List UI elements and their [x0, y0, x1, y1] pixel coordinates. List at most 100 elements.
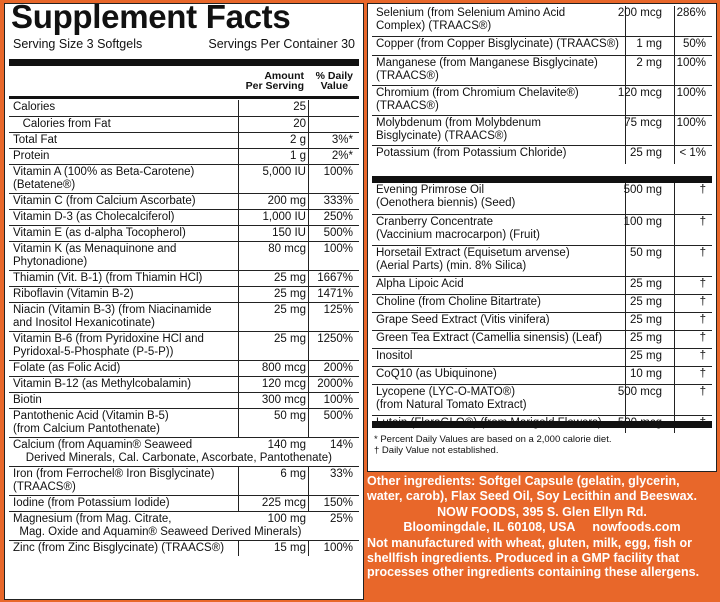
- nutrient-row: Riboflavin (Vitamin B-2) 25 mg 1471%: [9, 286, 359, 302]
- nutrient-row: Thiamin (Vit. B-1) (from Thiamin HCl) 25 …: [9, 270, 359, 286]
- nutrient-row: Magnesium (from Mag. Citrate, Mag. Oxide…: [9, 511, 359, 540]
- nutrient-name: Horsetail Extract (Equisetum arvense) (A…: [376, 247, 570, 272]
- dv-header-line1: % Daily: [315, 70, 353, 82]
- column-divider: [238, 149, 239, 164]
- column-divider: [308, 149, 309, 164]
- nutrient-row: Inositol 25 mg †: [372, 348, 712, 366]
- nutrient-name: Copper (from Copper Bisglycinate) (TRAAC…: [376, 38, 620, 50]
- nutrient-amount: 150 IU: [272, 227, 306, 239]
- nutrient-daily-value: †: [699, 314, 706, 326]
- nutrient-name: Calories from Fat: [13, 118, 111, 130]
- column-divider: [238, 393, 239, 408]
- column-divider: [238, 332, 239, 360]
- column-divider: [238, 496, 239, 511]
- column-divider: [308, 287, 309, 302]
- column-divider: [674, 277, 675, 294]
- nutrient-name: Lycopene (LYC-O-MATO®) (from Natural Tom…: [376, 386, 527, 411]
- nutrient-name: Vitamin A (100% as Beta-Carotene) (Betat…: [13, 166, 195, 191]
- nutrient-amount: 80 mcg: [268, 243, 306, 255]
- nutrient-row: Vitamin A (100% as Beta-Carotene) (Betat…: [9, 164, 359, 193]
- right-mineral-table: Selenium (from Selenium Amino Acid Compl…: [372, 6, 712, 164]
- nutrient-name: Vitamin B-12 (as Methylcobalamin): [13, 378, 192, 390]
- nutrient-row: Vitamin C (from Calcium Ascorbate) 200 mg…: [9, 193, 359, 209]
- column-divider: [625, 6, 626, 36]
- thick-divider-3: [372, 421, 712, 428]
- nutrient-daily-value: 1667%: [317, 272, 353, 284]
- nutrient-daily-value: †: [699, 184, 706, 196]
- nutrient-row: Pantothenic Acid (Vitamin B-5) (from Cal…: [9, 408, 359, 437]
- nutrient-name: Iron (from Ferrochel® Iron Bisglycinate)…: [13, 468, 215, 493]
- column-divider: [625, 183, 626, 214]
- column-divider: [625, 295, 626, 312]
- nutrient-row: Vitamin D-3 (as Cholecalciferol) 1,000 IU…: [9, 209, 359, 225]
- column-divider: [674, 116, 675, 145]
- column-divider: [625, 56, 626, 85]
- nutrient-amount: 120 mcg: [261, 378, 306, 390]
- nutrient-daily-value: †: [699, 368, 706, 380]
- column-divider: [238, 271, 239, 286]
- nutrient-row: Lycopene (LYC-O-MATO®) (from Natural Tom…: [372, 384, 712, 415]
- supplement-facts-left-panel: Supplement Facts Serving Size 3 Softgels…: [4, 0, 364, 600]
- nutrient-amount: 25 mg: [630, 147, 662, 159]
- nutrient-row: Manganese (from Manganese Bisglycinate) …: [372, 55, 712, 85]
- nutrient-daily-value: †: [699, 278, 706, 290]
- nutrient-row: Cranberry Concentrate (Vaccinium macroca…: [372, 214, 712, 245]
- nutrient-name: Vitamin E (as d-alpha Tocopherol): [13, 227, 186, 239]
- nutrient-daily-value: 333%: [323, 195, 353, 207]
- column-divider: [308, 133, 309, 148]
- nutrient-row: Zinc (from Zinc Bisglycinate) (TRAACS®) 1…: [9, 540, 359, 556]
- column-divider: [308, 226, 309, 241]
- nutrient-daily-value: 500%: [323, 227, 353, 239]
- column-divider: [308, 303, 309, 331]
- nutrient-amount: 25 mg: [630, 332, 662, 344]
- manufacturer-address-line1: NOW FOODS, 395 S. Glen Ellyn Rd.: [437, 505, 647, 519]
- nutrient-daily-value: < 1%: [679, 147, 706, 159]
- column-divider: [238, 133, 239, 148]
- left-nutrient-table: Calories 25 Calories from Fat 20 Total Fat 2…: [9, 100, 359, 556]
- nutrient-row: Choline (from Choline Bitartrate) 25 mg †: [372, 294, 712, 312]
- column-divider: [308, 271, 309, 286]
- column-divider: [674, 367, 675, 384]
- column-divider: [308, 210, 309, 225]
- nutrient-row: CoQ10 (as Ubiquinone) 10 mg †: [372, 366, 712, 384]
- column-divider: [238, 361, 239, 376]
- nutrient-row: Vitamin K (as Menaquinone and Phytonadio…: [9, 241, 359, 270]
- nutrient-row: Evening Primrose Oil (Oenothera biennis)…: [372, 183, 712, 214]
- nutrient-row: Vitamin B-6 (from Pyridoxine HCl and Pyr…: [9, 331, 359, 360]
- nutrient-name: Folate (as Folic Acid): [13, 362, 121, 374]
- column-divider: [238, 467, 239, 495]
- nutrient-daily-value: †: [699, 350, 706, 362]
- nutrient-row: Alpha Lipoic Acid 25 mg †: [372, 276, 712, 294]
- nutrient-daily-value: 14%: [329, 439, 353, 451]
- nutrient-name: Chromium (from Chromium Chelavite®) (TRA…: [376, 87, 579, 112]
- nutrient-amount: 200 mcg: [617, 7, 662, 19]
- column-divider: [674, 215, 675, 245]
- column-divider: [625, 277, 626, 294]
- nutrient-name: Riboflavin (Vitamin B-2): [13, 288, 134, 300]
- nutrient-row: Selenium (from Selenium Amino Acid Compl…: [372, 6, 712, 36]
- nutrient-name: CoQ10 (as Ubiquinone): [376, 368, 497, 380]
- nutrient-amount: 25 mg: [630, 350, 662, 362]
- nutrient-daily-value: 100%: [323, 542, 353, 554]
- column-divider: [308, 409, 309, 437]
- amount-header-line2: Per Serving: [245, 80, 304, 92]
- nutrient-daily-value: †: [699, 332, 706, 344]
- nutrient-row: Copper (from Copper Bisglycinate) (TRAAC…: [372, 36, 712, 55]
- nutrient-daily-value: 33%: [329, 468, 353, 480]
- column-divider: [238, 117, 239, 132]
- column-divider: [308, 194, 309, 209]
- nutrient-amount: 25 mg: [274, 288, 306, 300]
- nutrient-amount: 225 mcg: [261, 497, 306, 509]
- column-divider: [674, 56, 675, 85]
- column-divider: [238, 242, 239, 270]
- column-divider: [625, 367, 626, 384]
- nutrient-amount: 25 mg: [630, 278, 662, 290]
- column-divider: [625, 37, 626, 55]
- nutrient-name: Evening Primrose Oil (Oenothera biennis)…: [376, 184, 516, 209]
- nutrient-name: Selenium (from Selenium Amino Acid Compl…: [376, 7, 566, 32]
- nutrient-amount: 1,000 IU: [262, 211, 306, 223]
- nutrient-daily-value: 2000%: [317, 378, 353, 390]
- nutrient-daily-value: 200%: [323, 362, 353, 374]
- column-divider: [674, 385, 675, 415]
- column-divider: [674, 86, 675, 115]
